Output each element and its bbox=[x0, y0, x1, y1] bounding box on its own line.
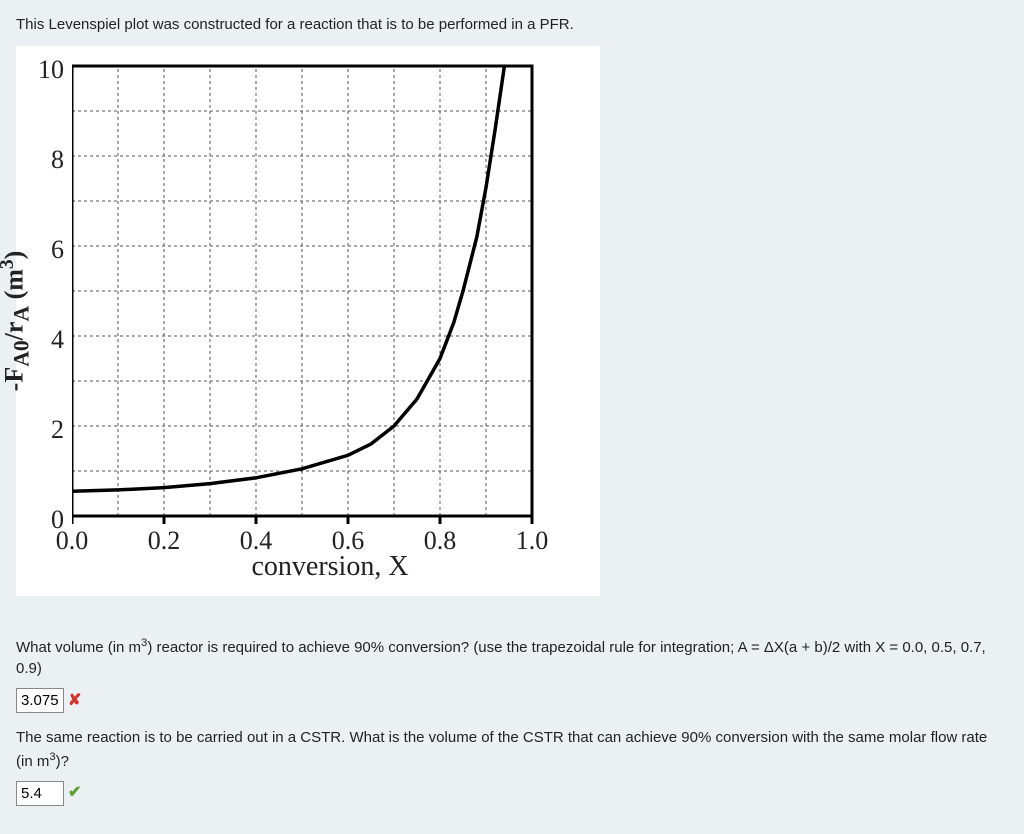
x-tick-label: 0.0 bbox=[56, 522, 89, 560]
x-axis-label: conversion, X bbox=[251, 547, 408, 588]
y-tick-label: 6 bbox=[32, 231, 64, 269]
x-tick-label: 0.8 bbox=[424, 522, 457, 560]
answer-row-1: ✘ bbox=[16, 688, 1008, 713]
x-tick-label: 0.4 bbox=[240, 522, 273, 560]
y-tick-label: 4 bbox=[32, 321, 64, 359]
check-icon: ✔ bbox=[68, 781, 81, 804]
answer-row-2: ✔ bbox=[16, 781, 1008, 806]
x-tick-label: 0.6 bbox=[332, 522, 365, 560]
x-tick-label: 1.0 bbox=[516, 522, 549, 560]
y-tick-label: 10 bbox=[32, 51, 64, 89]
intro-text: This Levenspiel plot was constructed for… bbox=[16, 14, 1008, 36]
wrong-icon: ✘ bbox=[68, 689, 81, 712]
question-2-text: The same reaction is to be carried out i… bbox=[16, 727, 1008, 773]
y-tick-label: 8 bbox=[32, 141, 64, 179]
answer-input-1[interactable] bbox=[16, 688, 64, 713]
y-tick-label: 2 bbox=[32, 411, 64, 449]
x-tick-label: 0.2 bbox=[148, 522, 181, 560]
levenspiel-chart: -FA0/rA (m3)conversion, X02468100.00.20.… bbox=[16, 46, 600, 596]
answer-input-2[interactable] bbox=[16, 781, 64, 806]
question-1-text: What volume (in m3) reactor is required … bbox=[16, 635, 1008, 681]
